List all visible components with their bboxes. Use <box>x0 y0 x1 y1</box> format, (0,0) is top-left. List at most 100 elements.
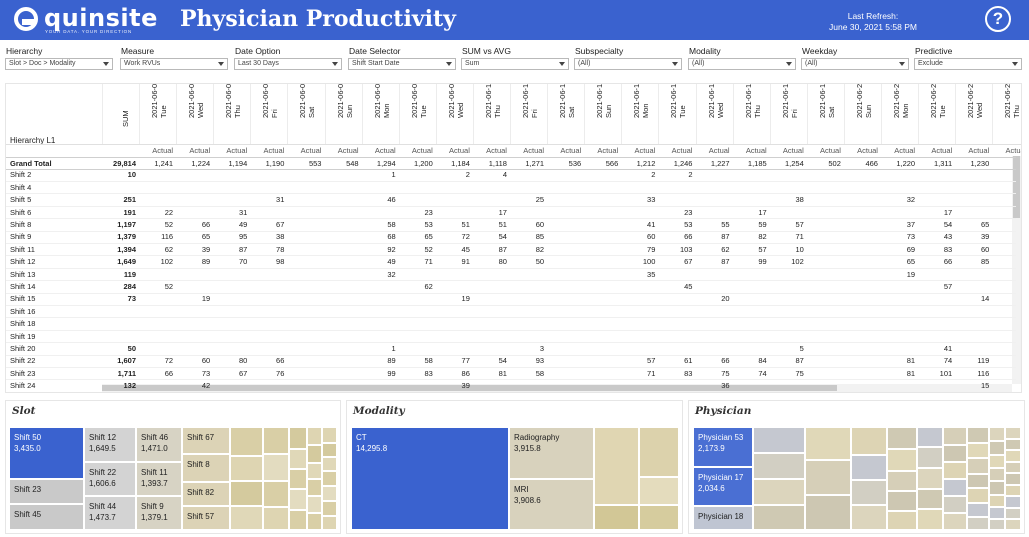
treemap-tile-small[interactable] <box>1005 519 1021 530</box>
treemap-tile-small[interactable] <box>967 427 989 443</box>
treemap-tile[interactable]: Shift 44 1,473.7 <box>84 496 136 530</box>
treemap-tile-small[interactable] <box>753 479 805 505</box>
treemap-tile-small[interactable] <box>322 427 337 443</box>
filter-dropdown-predictive[interactable]: Exclude <box>914 58 1022 70</box>
treemap-tile[interactable]: Shift 67 <box>182 427 230 454</box>
treemap-tile[interactable]: Physician 17 2,034.6 <box>693 467 753 506</box>
treemap-tile-small[interactable] <box>851 505 887 530</box>
treemap-tile-small[interactable] <box>322 486 337 501</box>
date-column-header[interactable]: 2021-06-10 Thu <box>472 84 510 144</box>
horizontal-scroll-thumb[interactable] <box>102 385 837 391</box>
date-column-header[interactable]: 2021-06-20 Sun <box>843 84 881 144</box>
date-column-header[interactable]: 2021-06-16 Wed <box>695 84 733 144</box>
filter-dropdown-date-selector[interactable]: Shift Start Date <box>348 58 456 70</box>
treemap-tile-small[interactable] <box>851 480 887 505</box>
treemap-tile-small[interactable] <box>887 427 917 449</box>
treemap-tile-small[interactable] <box>917 447 943 468</box>
treemap-tile-small[interactable] <box>989 427 1005 441</box>
date-column-header[interactable]: 2021-06-02 Wed <box>176 84 213 144</box>
treemap-tile-small[interactable] <box>989 455 1005 468</box>
treemap-tile[interactable]: Shift 9 1,379.1 <box>136 496 182 530</box>
table-row[interactable]: Shift 15 73 19 19 20 14 <box>6 293 1016 306</box>
date-column-header[interactable]: 2021-06-18 Fri <box>769 84 807 144</box>
table-row[interactable]: Shift 20 50 1 3 5 41 <box>6 343 1016 356</box>
table-row[interactable]: Shift 4 <box>6 182 1016 195</box>
treemap-tile-small[interactable] <box>917 489 943 509</box>
help-question-circle-icon[interactable]: ? <box>985 6 1011 32</box>
treemap-tile-small[interactable] <box>989 441 1005 455</box>
treemap-tile-small[interactable] <box>230 506 263 530</box>
treemap-tile-small[interactable] <box>989 519 1005 530</box>
date-column-header[interactable]: 2021-06-22 Tue <box>918 84 955 144</box>
date-column-header[interactable]: 2021-06-24 Thu <box>992 84 1021 144</box>
table-row[interactable]: Shift 12 1,649 102 89 70 98 49 71 91 80 50 100 67 87 9… <box>6 256 1016 269</box>
treemap-tile[interactable]: Physician 18 <box>693 506 753 530</box>
table-row[interactable]: Shift 19 <box>6 331 1016 344</box>
treemap-tile-small[interactable] <box>322 471 337 486</box>
table-row[interactable]: Shift 6 191 22 31 23 17 23 17 17 <box>6 207 1016 220</box>
treemap-tile-small[interactable] <box>943 462 967 479</box>
table-row[interactable]: Shift 24 132 42 39 36 15 <box>6 380 1016 392</box>
treemap-tile-small[interactable] <box>307 427 322 445</box>
treemap-tile-small[interactable] <box>322 516 337 530</box>
treemap-tile-small[interactable] <box>1005 473 1021 485</box>
treemap-tile-small[interactable] <box>805 427 851 460</box>
date-column-header[interactable]: 2021-06-04 Fri <box>250 84 287 144</box>
table-row[interactable]: Shift 11 1,394 62 39 87 78 92 52 45 87 82 79 103 62 57… <box>6 244 1016 257</box>
treemap-tile-small[interactable] <box>1005 450 1021 462</box>
table-row[interactable]: Shift 8 1,197 52 66 49 67 58 53 51 51 60 41 53 55 59 57… <box>6 219 1016 232</box>
treemap-tile-small[interactable] <box>887 471 917 491</box>
treemap-tile-small[interactable] <box>967 458 989 474</box>
treemap-tile-small[interactable] <box>1005 462 1021 473</box>
treemap-tile-small[interactable] <box>887 511 917 530</box>
treemap-tile-small[interactable] <box>753 453 805 479</box>
filter-dropdown-weekday[interactable]: (All) <box>801 58 909 70</box>
treemap-tile-small[interactable] <box>289 449 307 469</box>
treemap-tile[interactable]: Shift 11 1,393.7 <box>136 462 182 496</box>
filter-dropdown-hierarchy[interactable]: Slot > Doc > Modality <box>5 58 113 70</box>
treemap-tile[interactable]: Shift 22 1,606.6 <box>84 462 136 496</box>
vertical-scroll-thumb[interactable] <box>1013 156 1020 218</box>
table-row[interactable]: Shift 16 <box>6 306 1016 319</box>
treemap-tile-small[interactable] <box>967 488 989 503</box>
date-column-header[interactable]: 2021-06-15 Tue <box>658 84 695 144</box>
treemap-tile-small[interactable] <box>887 449 917 471</box>
treemap-tile[interactable]: Shift 8 <box>182 454 230 482</box>
treemap-tile-small[interactable] <box>943 445 967 462</box>
treemap-tile-small[interactable] <box>230 456 263 481</box>
treemap-tile[interactable]: CT 14,295.8 <box>351 427 509 530</box>
treemap-tile-small[interactable] <box>289 489 307 510</box>
treemap-tile-small[interactable] <box>1005 439 1021 450</box>
treemap-tile-small[interactable] <box>289 469 307 489</box>
treemap-tile-small[interactable] <box>753 427 805 453</box>
treemap-tile-small[interactable] <box>753 505 805 530</box>
date-column-header[interactable]: 2021-06-23 Wed <box>955 84 992 144</box>
treemap-tile-small[interactable] <box>917 468 943 489</box>
sum-column-header[interactable]: SUM <box>102 84 139 144</box>
treemap-tile-small[interactable] <box>322 501 337 516</box>
treemap-tile-small[interactable] <box>289 510 307 530</box>
date-column-header[interactable]: 2021-06-14 Mon <box>621 84 658 144</box>
treemap-tile-small[interactable] <box>230 481 263 506</box>
date-column-header[interactable]: 2021-06-21 Mon <box>881 84 918 144</box>
treemap-tile-small[interactable] <box>967 474 989 488</box>
date-column-header[interactable]: 2021-06-12 Sat <box>547 84 584 144</box>
date-column-header[interactable]: 2021-06-01 Tue <box>139 84 176 144</box>
filter-dropdown-sum-vs-avg[interactable]: Sum <box>461 58 569 70</box>
treemap-tile-small[interactable] <box>851 455 887 480</box>
treemap-tile-small[interactable] <box>967 443 989 458</box>
date-column-header[interactable]: 2021-06-05 Sat <box>287 84 324 144</box>
date-column-header[interactable]: 2021-06-07 Mon <box>361 84 399 144</box>
date-column-header[interactable]: 2021-06-19 Sat <box>806 84 844 144</box>
table-row[interactable]: Shift 14 284 52 62 45 57 <box>6 281 1016 294</box>
treemap-tile-small[interactable] <box>989 495 1005 507</box>
treemap-tile[interactable]: Shift 82 <box>182 482 230 506</box>
treemap-tile-small[interactable] <box>639 477 679 505</box>
treemap-tile[interactable]: Shift 23 <box>9 479 84 504</box>
date-column-header[interactable]: 2021-06-11 Fri <box>510 84 547 144</box>
treemap-tile-small[interactable] <box>1005 485 1021 496</box>
vertical-scrollbar[interactable] <box>1012 156 1021 384</box>
treemap-tile-small[interactable] <box>917 509 943 530</box>
treemap-tile-small[interactable] <box>1005 427 1021 439</box>
treemap-tile[interactable]: Radiography 3,915.8 <box>509 427 594 479</box>
